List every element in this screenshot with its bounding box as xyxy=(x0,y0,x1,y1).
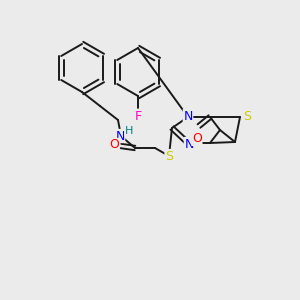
Text: O: O xyxy=(109,139,119,152)
Text: H: H xyxy=(125,126,133,136)
Text: O: O xyxy=(192,133,202,146)
Text: N: N xyxy=(115,130,125,142)
Text: S: S xyxy=(243,110,251,124)
Text: N: N xyxy=(184,137,194,151)
Text: N: N xyxy=(183,110,193,122)
Text: S: S xyxy=(165,149,173,163)
Text: F: F xyxy=(134,110,142,122)
